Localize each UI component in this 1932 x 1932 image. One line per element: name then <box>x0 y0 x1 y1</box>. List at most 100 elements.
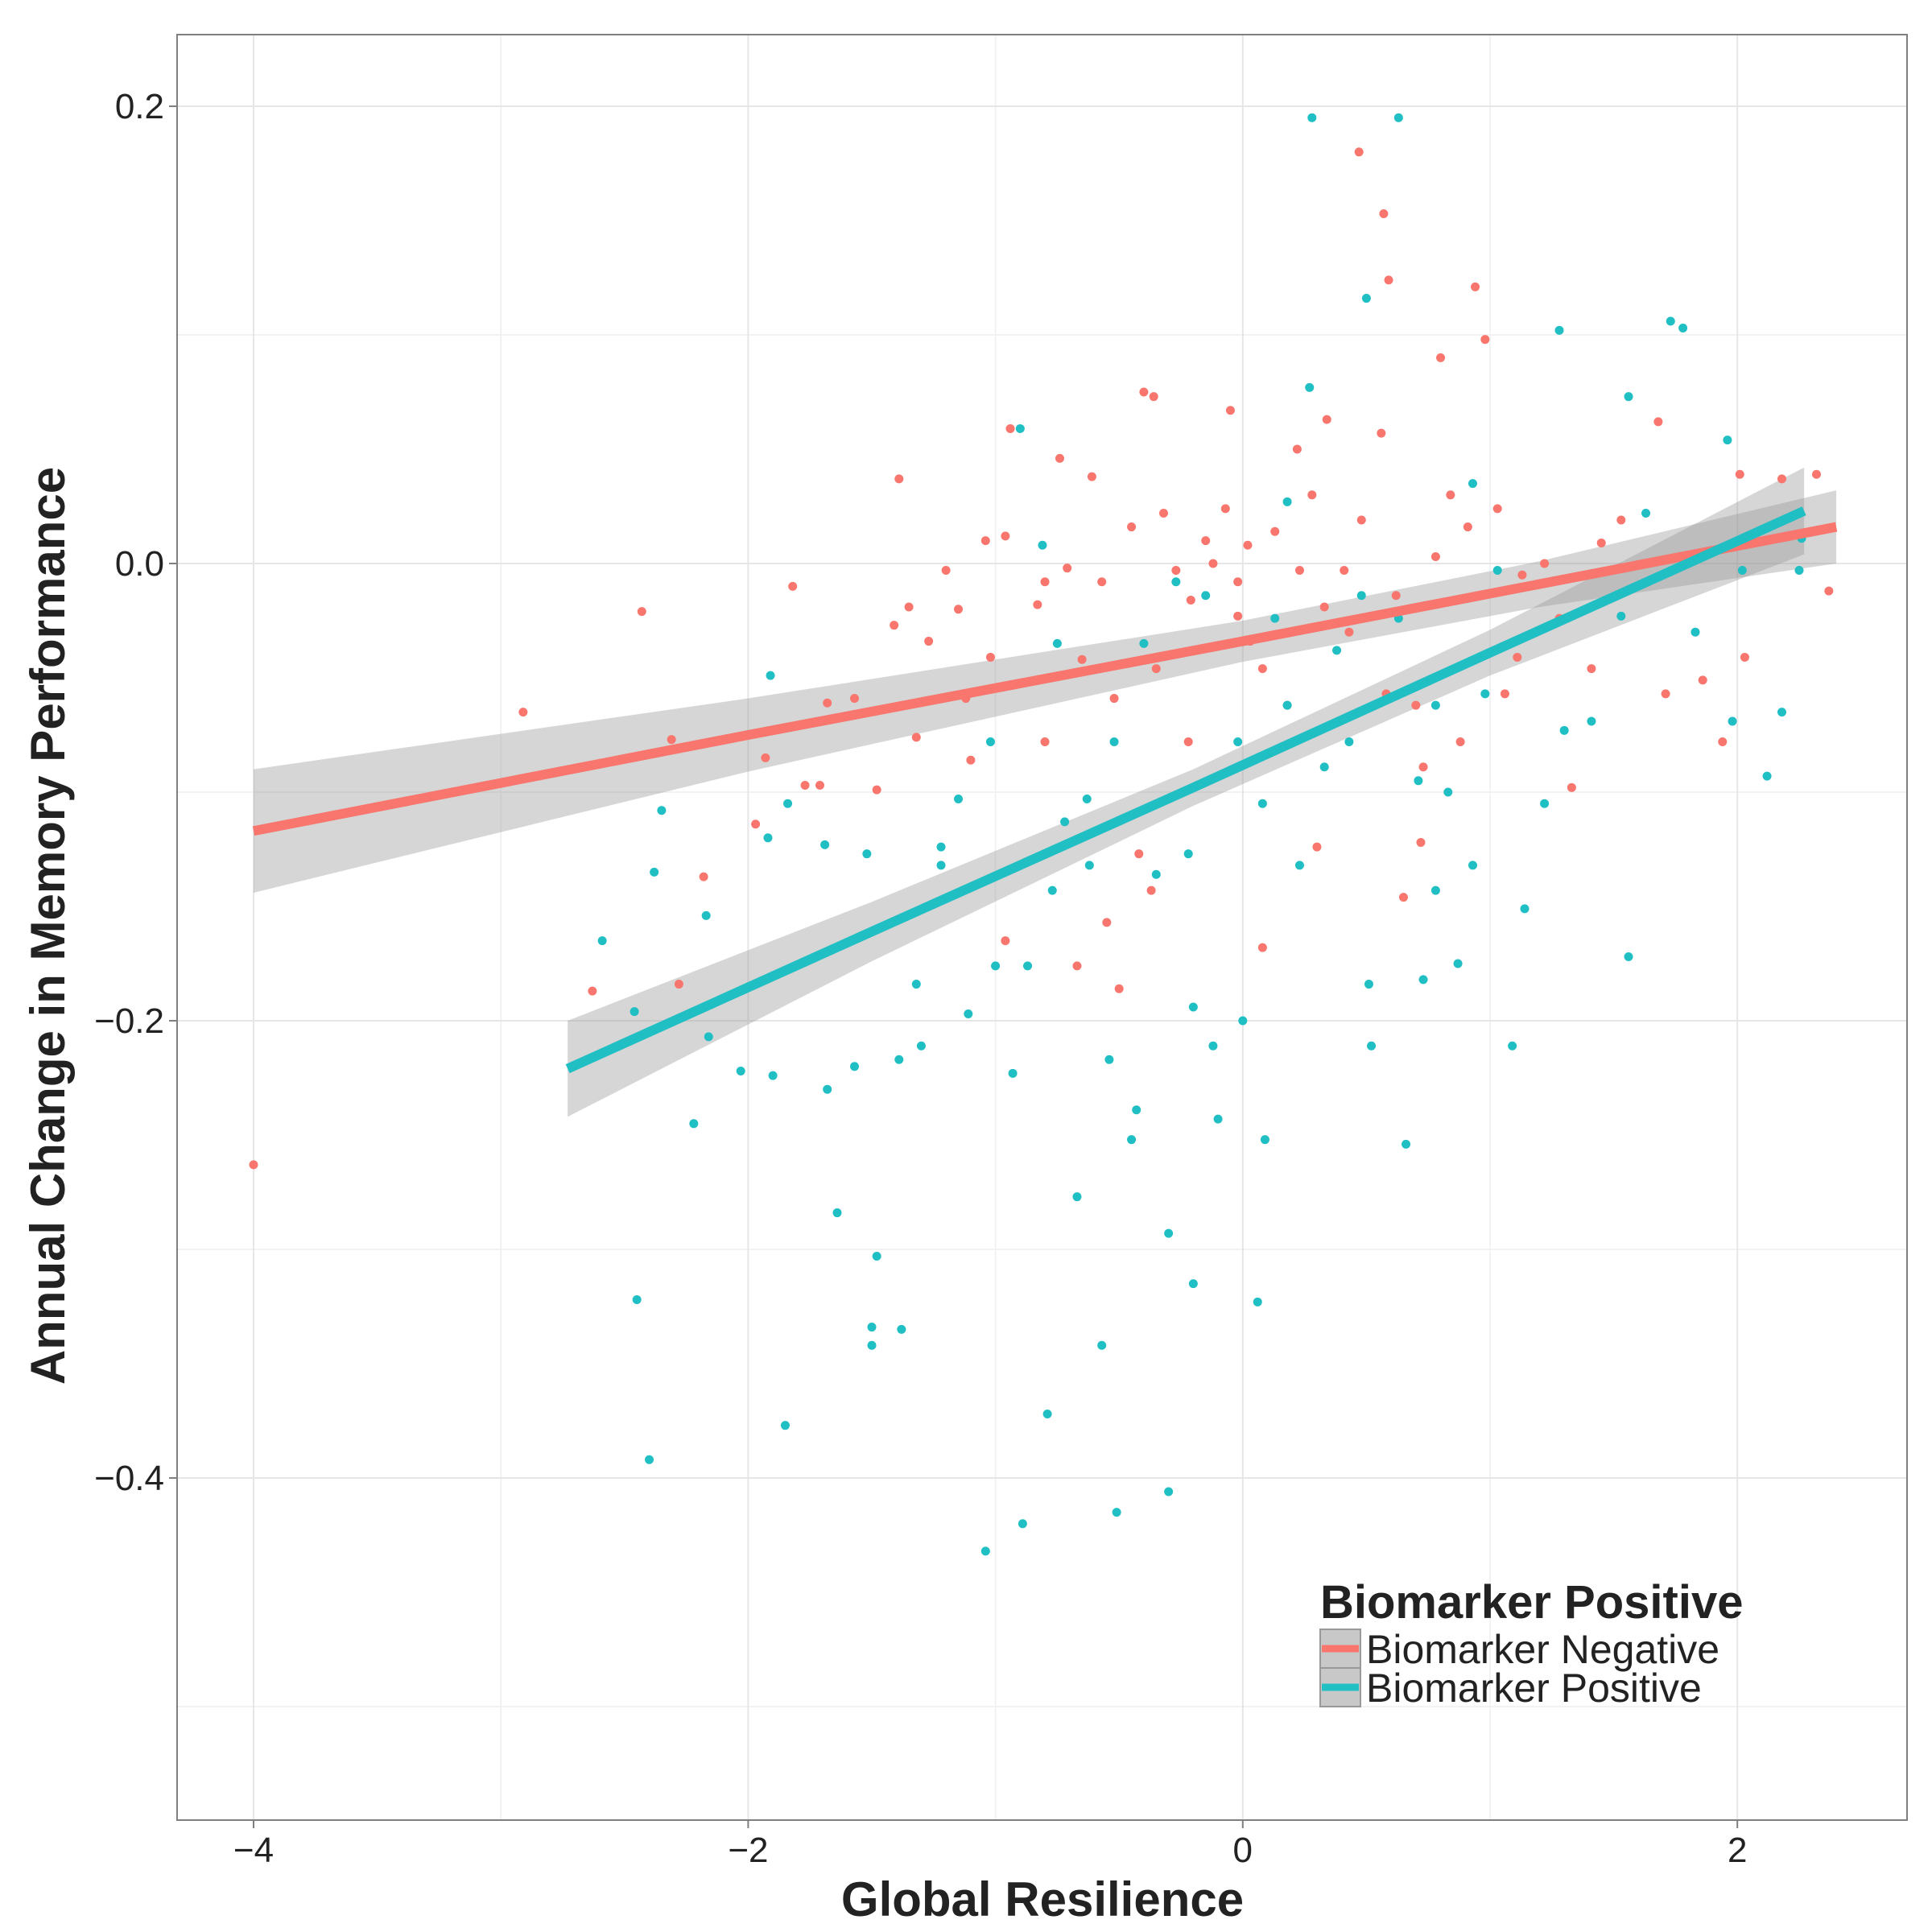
point-biomarker-positive <box>689 1119 699 1129</box>
point-biomarker-negative <box>815 780 824 790</box>
point-biomarker-negative <box>751 819 761 829</box>
point-biomarker-positive <box>991 961 1001 971</box>
point-biomarker-negative <box>1063 564 1072 573</box>
point-biomarker-negative <box>1151 664 1161 674</box>
point-biomarker-negative <box>1158 509 1168 518</box>
point-biomarker-negative <box>1480 335 1490 345</box>
point-biomarker-positive <box>1307 113 1317 122</box>
point-biomarker-positive <box>862 849 872 859</box>
point-biomarker-negative <box>1344 627 1354 637</box>
point-biomarker-positive <box>1294 861 1304 870</box>
point-biomarker-positive <box>1042 1409 1052 1418</box>
point-biomarker-positive <box>1430 886 1440 895</box>
point-biomarker-negative <box>1001 936 1010 946</box>
point-biomarker-positive <box>1540 799 1550 808</box>
point-biomarker-negative <box>1340 566 1349 576</box>
point-biomarker-negative <box>1127 522 1137 532</box>
point-biomarker-positive <box>1480 689 1490 699</box>
point-biomarker-positive <box>1208 1041 1218 1051</box>
legend-key-positive <box>1319 1667 1361 1707</box>
point-biomarker-positive <box>1468 479 1477 489</box>
point-biomarker-positive <box>597 936 607 946</box>
point-biomarker-positive <box>823 1084 832 1094</box>
fit-line-biomarker-positive <box>565 506 1806 1074</box>
point-biomarker-positive <box>980 1546 990 1556</box>
point-biomarker-positive <box>1777 708 1786 717</box>
point-biomarker-positive <box>1151 869 1161 879</box>
point-biomarker-negative <box>1149 392 1158 402</box>
legend: Biomarker Positive Biomarker Negative Bi… <box>1319 1576 1743 1711</box>
point-biomarker-positive <box>1332 646 1342 655</box>
point-biomarker-negative <box>1777 474 1786 484</box>
point-biomarker-positive <box>1015 423 1025 433</box>
point-biomarker-positive <box>630 1007 639 1017</box>
point-biomarker-negative <box>1257 664 1267 674</box>
point-biomarker-negative <box>1418 762 1428 772</box>
point-biomarker-positive <box>936 842 946 852</box>
legend-title: Biomarker Positive <box>1320 1576 1743 1629</box>
point-biomarker-positive <box>1554 325 1564 335</box>
point-biomarker-negative <box>1257 943 1267 952</box>
point-biomarker-negative <box>1500 689 1509 699</box>
point-biomarker-negative <box>1243 540 1253 550</box>
point-biomarker-positive <box>1183 849 1193 859</box>
point-biomarker-negative <box>1270 526 1280 536</box>
point-biomarker-negative <box>1077 654 1087 664</box>
point-biomarker-positive <box>1023 961 1033 971</box>
point-biomarker-positive <box>1282 700 1292 710</box>
point-biomarker-positive <box>1164 1228 1174 1238</box>
point-biomarker-negative <box>1384 275 1393 285</box>
point-biomarker-negative <box>637 607 646 617</box>
x-tick-label: −4 <box>233 1831 274 1870</box>
point-biomarker-negative <box>1109 694 1119 704</box>
point-biomarker-negative <box>1040 737 1050 747</box>
point-biomarker-positive <box>1319 762 1329 772</box>
point-biomarker-positive <box>1018 1519 1027 1529</box>
point-biomarker-positive <box>1097 1340 1107 1350</box>
point-biomarker-positive <box>1728 716 1737 726</box>
point-biomarker-positive <box>820 840 830 849</box>
point-biomarker-negative <box>1134 849 1144 859</box>
point-biomarker-negative <box>1225 406 1235 415</box>
point-biomarker-negative <box>761 753 770 762</box>
point-biomarker-positive <box>1453 959 1463 968</box>
point-biomarker-negative <box>1812 469 1822 479</box>
point-biomarker-negative <box>1616 515 1626 525</box>
point-biomarker-negative <box>1471 282 1480 291</box>
point-biomarker-positive <box>867 1323 877 1332</box>
point-biomarker-positive <box>936 861 946 870</box>
y-axis-title: Annual Change in Memory Performance <box>21 467 75 1385</box>
point-biomarker-positive <box>1361 294 1371 303</box>
point-biomarker-positive <box>1072 1192 1082 1202</box>
y-tick-label: 0.0 <box>115 544 164 584</box>
point-biomarker-negative <box>1307 490 1317 500</box>
point-biomarker-positive <box>1084 861 1094 870</box>
point-biomarker-positive <box>1520 904 1530 914</box>
point-biomarker-negative <box>1139 387 1149 397</box>
point-biomarker-positive <box>1666 316 1675 326</box>
point-biomarker-negative <box>1040 577 1050 587</box>
point-biomarker-negative <box>1653 417 1663 427</box>
point-biomarker-negative <box>1740 652 1749 662</box>
point-biomarker-negative <box>1233 611 1243 621</box>
point-biomarker-positive <box>632 1294 642 1304</box>
point-biomarker-positive <box>1038 540 1047 550</box>
point-biomarker-negative <box>1698 675 1707 685</box>
point-biomarker-negative <box>980 536 990 546</box>
point-biomarker-positive <box>1616 611 1626 621</box>
ribbon-biomarker-negative <box>254 490 1837 893</box>
data-points <box>249 113 1834 1556</box>
point-biomarker-negative <box>1354 147 1364 157</box>
point-biomarker-negative <box>954 605 964 614</box>
point-biomarker-negative <box>674 980 683 989</box>
point-biomarker-negative <box>890 621 899 630</box>
point-biomarker-negative <box>1379 208 1389 218</box>
point-biomarker-positive <box>1238 1016 1248 1026</box>
point-biomarker-negative <box>1540 559 1550 568</box>
point-biomarker-negative <box>1661 689 1670 699</box>
point-biomarker-positive <box>1112 1508 1121 1517</box>
point-biomarker-negative <box>1436 353 1446 362</box>
point-biomarker-negative <box>1097 577 1107 587</box>
